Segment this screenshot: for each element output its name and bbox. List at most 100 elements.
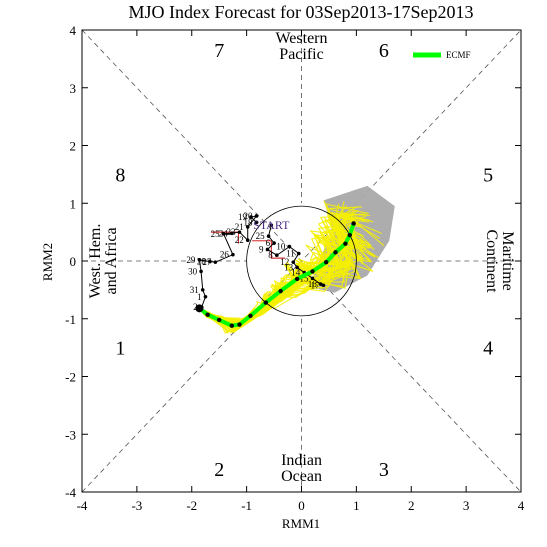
- observed-track-point: [245, 225, 250, 229]
- forecast-mean-point: [351, 221, 356, 226]
- observed-track-point: [249, 215, 253, 219]
- x-tick-label: 3: [463, 498, 470, 513]
- observed-track-day-label: 29: [186, 255, 196, 265]
- forecast-mean-point: [294, 276, 300, 282]
- forecast-mean-point: [333, 250, 338, 255]
- observed-track-b-point: [265, 247, 270, 252]
- observed-track-b-point: [291, 260, 296, 264]
- phase-divider-diagonal-2: [81, 29, 522, 493]
- observed-track-point: [237, 230, 242, 234]
- observed-track-b-day-label: 16: [308, 279, 318, 289]
- observed-track-day-label: 1: [197, 292, 202, 302]
- observed-track-b-day-label: 9: [259, 244, 264, 254]
- ensemble-member-line: [199, 226, 371, 334]
- observed-track-point: [197, 258, 202, 262]
- observed-track-day-label: 25: [211, 229, 221, 239]
- observed-track-day-label: 19: [238, 212, 248, 222]
- observed-track-point: [245, 238, 250, 243]
- phase-number-8: 8: [115, 164, 125, 186]
- phase-number-2: 2: [214, 459, 224, 481]
- y-axis-title: RMM2: [40, 243, 55, 281]
- observed-track-b-point: [321, 283, 326, 288]
- y-tick-label: -4: [65, 485, 76, 500]
- forecast-mean-point: [347, 232, 352, 238]
- observed-track-day-label: 21: [235, 222, 244, 232]
- region-label-line: Ocean: [281, 468, 322, 485]
- observed-track-b-day-label: 8: [268, 250, 273, 260]
- phase-number-6: 6: [379, 40, 389, 62]
- legend-label-ecmf: ECMF: [446, 50, 471, 60]
- unit-circle: [246, 205, 357, 317]
- y-tick-label: 4: [70, 23, 77, 38]
- y-tick-label: -1: [65, 312, 76, 327]
- forecast-mean-point: [278, 288, 283, 294]
- observed-track-point: [203, 295, 208, 299]
- forecast-mean-point: [310, 269, 315, 274]
- x-tick-label: 0: [298, 498, 305, 513]
- observed-track-point: [230, 231, 234, 236]
- y-tick-label: -3: [65, 427, 76, 442]
- x-tick-label: -2: [186, 498, 197, 513]
- forecast-mean-point: [237, 322, 242, 327]
- observed-track-point: [254, 220, 259, 225]
- observed-track-day-label: 20: [244, 211, 254, 221]
- chart-title: MJO Index Forecast for 03Sep2013-17Sep20…: [129, 2, 474, 22]
- x-tick-label: 2: [408, 498, 415, 513]
- observed-track-b-point: [295, 265, 299, 270]
- x-tick-label: 1: [353, 498, 360, 513]
- x-axis-title: RMM1: [282, 516, 320, 531]
- observed-track-b-point: [318, 282, 323, 286]
- observed-track-point: [200, 288, 205, 292]
- forecast-mean-point: [229, 323, 235, 328]
- observed-track-b-day-label: 12: [280, 257, 289, 267]
- observed-track-b-point: [266, 234, 271, 238]
- observed-track-b-day-label: 17: [310, 280, 320, 290]
- forecast-mean-point: [248, 313, 253, 319]
- forecast-mean-point: [205, 312, 210, 317]
- observed-track-b-day-label: 14: [291, 268, 301, 278]
- observed-track-day-label: 18: [244, 217, 254, 227]
- observed-track-day-label: 26: [220, 250, 230, 260]
- y-tick-label: -2: [65, 370, 76, 385]
- forecast-mean-point: [323, 259, 329, 265]
- region-label-line: Pacific: [279, 46, 323, 63]
- observed-track-b-day-label: 10: [276, 242, 286, 252]
- observed-track-point: [221, 232, 226, 236]
- region-label-line: and Africa: [103, 227, 120, 294]
- forecast-mean-point: [263, 300, 269, 305]
- observed-track-b-point: [296, 251, 301, 256]
- forecast-start-marker: [195, 304, 204, 313]
- observed-track-b-day-label: 13: [284, 262, 294, 272]
- phase-number-7: 7: [214, 40, 224, 62]
- ensemble-member-line: [199, 222, 373, 334]
- observed-track-b-point: [272, 241, 276, 245]
- observed-track-line: [198, 215, 258, 308]
- region-label-west-hem-africa: West. Hem. and Africa: [87, 224, 120, 299]
- region-label-line: West. Hem.: [87, 224, 104, 299]
- observed-track-b-day-label: 6: [266, 238, 271, 248]
- observed-track-day-label: 31: [190, 285, 199, 295]
- observed-track-b-point: [269, 223, 274, 227]
- observed-track-b-day-label: 15: [299, 273, 309, 283]
- x-tick-label: -4: [77, 498, 88, 513]
- region-label-line: Indian: [281, 452, 322, 469]
- y-tick-label: 2: [70, 139, 77, 154]
- start-label: START: [253, 218, 290, 232]
- x-tick-label: 4: [518, 498, 525, 513]
- phase-number-3: 3: [379, 459, 389, 481]
- observed-track-point: [254, 214, 259, 218]
- observed-track-b-point: [310, 276, 315, 281]
- phase-number-4: 4: [483, 338, 493, 360]
- region-label-line: Western: [275, 30, 327, 47]
- y-tick-label: 0: [70, 254, 77, 269]
- region-label-line: Continent: [483, 229, 500, 293]
- x-tick-label: -3: [131, 498, 142, 513]
- y-tick-label: 1: [70, 196, 77, 211]
- phase-number-1: 1: [115, 338, 125, 360]
- forecast-mean-point: [343, 241, 348, 246]
- region-label-line: Maritime: [499, 231, 516, 291]
